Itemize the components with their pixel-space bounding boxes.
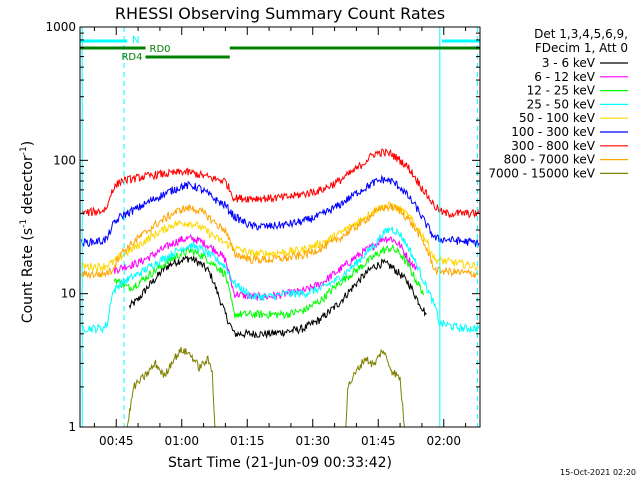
flags-layer: N RD0 RD4 [80,35,480,63]
legend-header-line-2: FDecim 1, Att 0 [535,41,628,55]
legend-label-100-300-kev: 100 - 300 keV [511,125,595,139]
x-tick-label: 01:00 [164,434,199,448]
legend: Det 1,3,4,5,6,9, FDecim 1, Att 0 3 - 6 k… [488,27,628,180]
series-layer [80,148,480,428]
x-tick-label: 01:45 [361,434,396,448]
y-tick-label: 1000 [45,20,76,34]
legend-label-12-25-kev: 12 - 25 keV [527,84,596,98]
series-line-100-300-kev [80,174,480,248]
y-tick-label: 1 [68,420,76,434]
legend-label-25-50-kev: 25 - 50 keV [527,97,596,111]
legend-label-50-100-kev: 50 - 100 keV [519,111,596,125]
series-line-7000-15000-kev [126,347,405,428]
y-tick-label: 100 [53,153,76,167]
series-line-50-100-kev [80,200,479,272]
series-line-12-25-kev [113,243,425,320]
legend-label-800-7000-kev: 800 - 7000 keV [504,153,596,167]
x-tick-label: 00:45 [99,434,134,448]
chart-title: RHESSI Observing Summary Count Rates [115,4,445,23]
flag-label-rd4: RD4 [121,52,142,63]
legend-label-300-800-kev: 300 - 800 keV [511,139,595,153]
x-tick-label: 02:00 [426,434,461,448]
vertical-lines-layer [81,27,478,427]
plot-frame [79,26,481,428]
legend-label-6-12-kev: 6 - 12 keV [534,70,596,84]
axes-layer: 1 10 100 1000 00:45 01:00 01:15 01:30 01:45 02:00 [45,20,480,448]
y-axis-label: Count Rate (s-1 detector-1) [19,141,36,323]
legend-label-7000-15000-kev: 7000 - 15000 keV [488,166,595,180]
y-tick-label: 10 [61,287,76,301]
series-line-3-6-kev [128,254,427,340]
footer-timestamp: 15-Oct-2021 02:20 [560,468,636,477]
series-line-800-7000-kev [80,202,479,280]
legend-label-3-6-kev: 3 - 6 keV [542,56,596,70]
x-axis-label: Start Time (21-Jun-09 00:33:42) [168,455,392,471]
series-line-300-800-kev [81,148,480,219]
legend-header-line-1: Det 1,3,4,5,6,9, [534,27,628,41]
x-tick-label: 01:30 [295,434,330,448]
series-line-25-50-kev [81,226,480,335]
x-tick-label: 01:15 [230,434,265,448]
flag-label-rd0: RD0 [150,44,171,55]
flag-label-n: N [132,35,139,46]
